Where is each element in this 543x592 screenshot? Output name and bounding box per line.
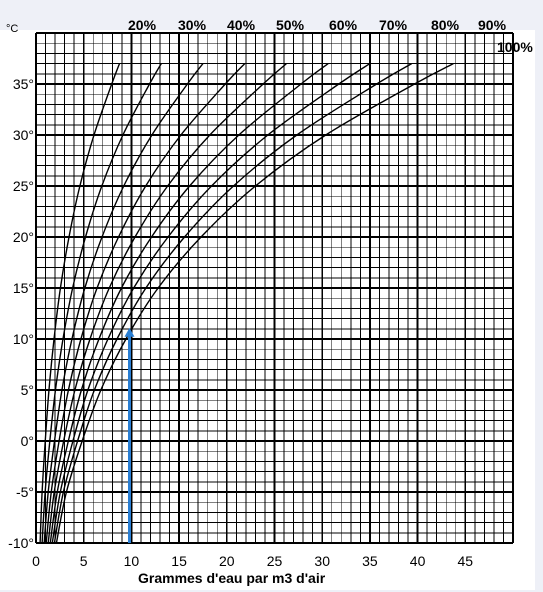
y-tick-label: -5° <box>16 484 34 500</box>
x-tick-label: 10 <box>124 553 140 569</box>
y-tick-label: 5° <box>21 382 34 398</box>
curve-80pct <box>51 63 371 544</box>
y-tick-label: -10° <box>8 535 34 551</box>
y-tick-label: 10° <box>13 331 34 347</box>
curve-label-20pct: 20% <box>128 17 157 33</box>
curve-30pct <box>41 63 162 544</box>
curve-70pct <box>49 63 329 544</box>
curves <box>39 62 454 544</box>
x-tick-label: 45 <box>458 553 474 569</box>
y-tick-label: 20° <box>13 229 34 245</box>
curve-label-100pct: 100% <box>497 39 533 55</box>
y-tick-label: 15° <box>13 280 34 296</box>
x-tick-label: 35 <box>362 553 378 569</box>
y-tick-label: 0° <box>21 433 34 449</box>
curve-60pct <box>47 63 287 544</box>
y-tick-label: 30° <box>13 127 34 143</box>
x-tick-label: 15 <box>171 553 187 569</box>
curve-40pct <box>43 63 204 544</box>
curve-label-80pct: 80% <box>431 17 460 33</box>
y-tick-label: 35° <box>13 76 34 92</box>
x-tick-label: 40 <box>410 553 426 569</box>
x-tick-label: 0 <box>32 553 40 569</box>
annotation <box>124 327 135 543</box>
x-axis-title: Grammes d'eau par m3 d'air <box>138 570 326 586</box>
curve-90pct <box>53 62 413 544</box>
curve-label-50pct: 50% <box>276 17 305 33</box>
y-unit-label: °C <box>6 23 18 35</box>
curve-label-90pct: 90% <box>478 17 507 33</box>
y-tick-label: 25° <box>13 178 34 194</box>
curve-20pct <box>39 63 121 544</box>
grid <box>35 32 514 544</box>
curve-label-60pct: 60% <box>329 17 358 33</box>
x-tick-label: 20 <box>219 553 235 569</box>
x-tick-label: 30 <box>314 553 330 569</box>
right-band <box>535 0 543 592</box>
curve-label-40pct: 40% <box>227 17 256 33</box>
annotation-arrowhead <box>124 327 135 337</box>
top-band <box>0 0 543 30</box>
curve-100pct <box>55 62 454 544</box>
bottom-band <box>0 590 543 592</box>
x-tick-label: 5 <box>80 553 88 569</box>
curve-label-30pct: 30% <box>178 17 207 33</box>
x-tick-label: 25 <box>267 553 283 569</box>
curve-50pct <box>45 63 246 544</box>
labels: 20% 30% 40% 50% 60% 70% 80% 90% 100% 0 5 10 15 20 25 30… <box>8 17 533 569</box>
curve-label-70pct: 70% <box>379 17 408 33</box>
